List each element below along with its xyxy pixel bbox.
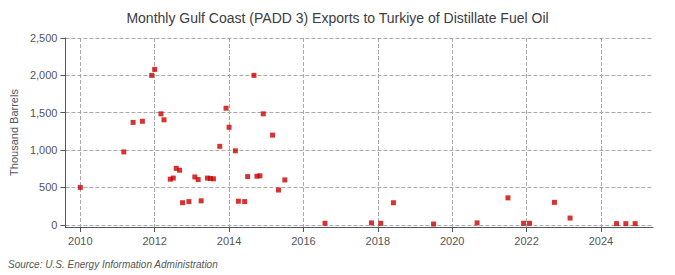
- svg-text:2010: 2010: [68, 235, 92, 247]
- svg-text:2020: 2020: [440, 235, 464, 247]
- svg-text:2012: 2012: [142, 235, 166, 247]
- svg-text:Source: U.S. Energy Informatio: Source: U.S. Energy Information Administ…: [8, 259, 218, 270]
- svg-text:1,500: 1,500: [30, 107, 58, 119]
- svg-text:2016: 2016: [291, 235, 315, 247]
- svg-text:2,500: 2,500: [30, 32, 58, 44]
- svg-text:Thousand Barrels: Thousand Barrels: [8, 89, 20, 176]
- svg-text:Monthly Gulf Coast (PADD 3) Ex: Monthly Gulf Coast (PADD 3) Exports to T…: [126, 10, 548, 26]
- svg-text:0: 0: [51, 219, 57, 231]
- svg-text:2024: 2024: [589, 235, 613, 247]
- svg-text:2018: 2018: [366, 235, 390, 247]
- svg-text:2,000: 2,000: [30, 69, 58, 81]
- svg-text:2014: 2014: [217, 235, 241, 247]
- svg-text:1,000: 1,000: [30, 144, 58, 156]
- svg-text:2022: 2022: [514, 235, 538, 247]
- svg-text:500: 500: [39, 181, 57, 193]
